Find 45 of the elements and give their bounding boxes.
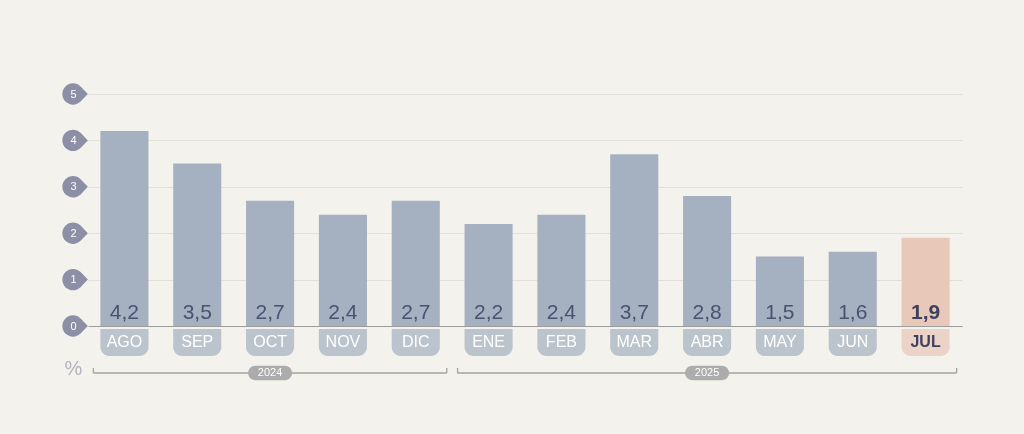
- x-tick-label: NOV: [325, 332, 361, 350]
- data-label: 3,5: [182, 300, 212, 323]
- text: 2024: [257, 366, 283, 378]
- bar: [100, 131, 149, 326]
- y-tick-label: 0: [70, 319, 77, 332]
- x-tick-label: JUL: [910, 332, 941, 350]
- x-tick-label: SEP: [181, 332, 214, 350]
- bar: [318, 214, 367, 326]
- bar: [464, 223, 513, 326]
- data-label: 1,6: [838, 300, 868, 323]
- bar: [173, 163, 222, 326]
- data-label: 2,7: [255, 300, 285, 323]
- y-tick-label: 4: [70, 133, 77, 146]
- data-label: 1,5: [765, 300, 795, 323]
- bar: [537, 214, 586, 326]
- data-label: 1,9: [910, 300, 941, 323]
- x-tick-label: JUN: [837, 332, 869, 350]
- data-label: 2,4: [546, 300, 577, 323]
- x-tick-label: OCT: [253, 332, 288, 350]
- data-label: 2,8: [692, 300, 722, 323]
- x-tick-label: AGO: [106, 332, 143, 350]
- y-tick-label: 5: [70, 87, 77, 100]
- bar: [755, 256, 804, 326]
- x-tick-label: ABR: [690, 332, 724, 350]
- y-tick-label: 2: [70, 226, 77, 239]
- bar: [246, 200, 295, 326]
- bar: [391, 200, 440, 326]
- x-tick-label: MAY: [763, 332, 797, 350]
- bar: [828, 251, 877, 326]
- y-tick-label: 1: [70, 273, 77, 286]
- x-tick-label: DIC: [401, 332, 430, 350]
- data-label: 2,7: [401, 300, 431, 323]
- data-label: 3,7: [619, 300, 649, 323]
- data-label: 4,2: [109, 300, 140, 323]
- bar: [901, 237, 950, 326]
- bar: [610, 154, 659, 326]
- y-axis-title: %: [64, 356, 83, 379]
- x-tick-label: ENE: [472, 332, 506, 350]
- x-tick-label: MAR: [616, 332, 653, 350]
- x-tick-label: FEB: [545, 332, 577, 350]
- y-tick-label: 3: [70, 180, 77, 193]
- bar: [683, 196, 732, 326]
- data-label: 2,2: [473, 300, 504, 323]
- data-label: 2,4: [328, 300, 358, 323]
- text: 2025: [694, 366, 720, 378]
